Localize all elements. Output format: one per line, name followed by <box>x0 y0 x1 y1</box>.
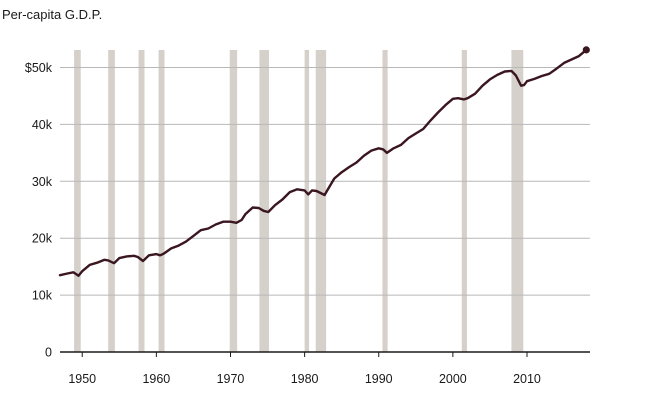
recession-band-5 <box>229 50 238 352</box>
gridlines <box>60 67 590 353</box>
y-tick-label: 30k <box>32 175 53 189</box>
y-tick-label: 40k <box>32 118 53 132</box>
x-axis-tick-labels: 1950 1960 1970 1980 1990 2000 2010 <box>68 352 541 386</box>
x-tick-label: 2010 <box>513 372 541 386</box>
x-tick-label: 2000 <box>439 372 467 386</box>
series-end-point <box>582 46 590 54</box>
x-tick-label: 1980 <box>291 372 319 386</box>
recession-bands <box>74 50 524 352</box>
recession-band-7 <box>304 50 310 352</box>
chart-title: Per-capita G.D.P. <box>2 7 102 22</box>
y-axis-tick-labels: 0 10k 20k 30k 40k $50k <box>25 61 53 360</box>
recession-band-2 <box>108 50 115 352</box>
y-tick-label: $50k <box>25 61 53 75</box>
x-tick-label: 1950 <box>68 372 96 386</box>
recession-band-4 <box>158 50 165 352</box>
x-tick-label: 1960 <box>142 372 170 386</box>
y-tick-label: 0 <box>45 346 52 360</box>
recession-band-9 <box>382 50 388 352</box>
recession-band-8 <box>315 50 327 352</box>
x-tick-label: 1990 <box>365 372 393 386</box>
y-tick-label: 10k <box>32 289 53 303</box>
series-line <box>58 48 588 277</box>
recession-band-10 <box>461 50 467 352</box>
recession-band-1 <box>74 50 81 352</box>
recession-band-11 <box>511 50 524 352</box>
y-tick-label: 20k <box>32 232 53 246</box>
x-tick-label: 1970 <box>217 372 245 386</box>
recession-band-6 <box>259 50 270 352</box>
recession-band-3 <box>138 50 145 352</box>
